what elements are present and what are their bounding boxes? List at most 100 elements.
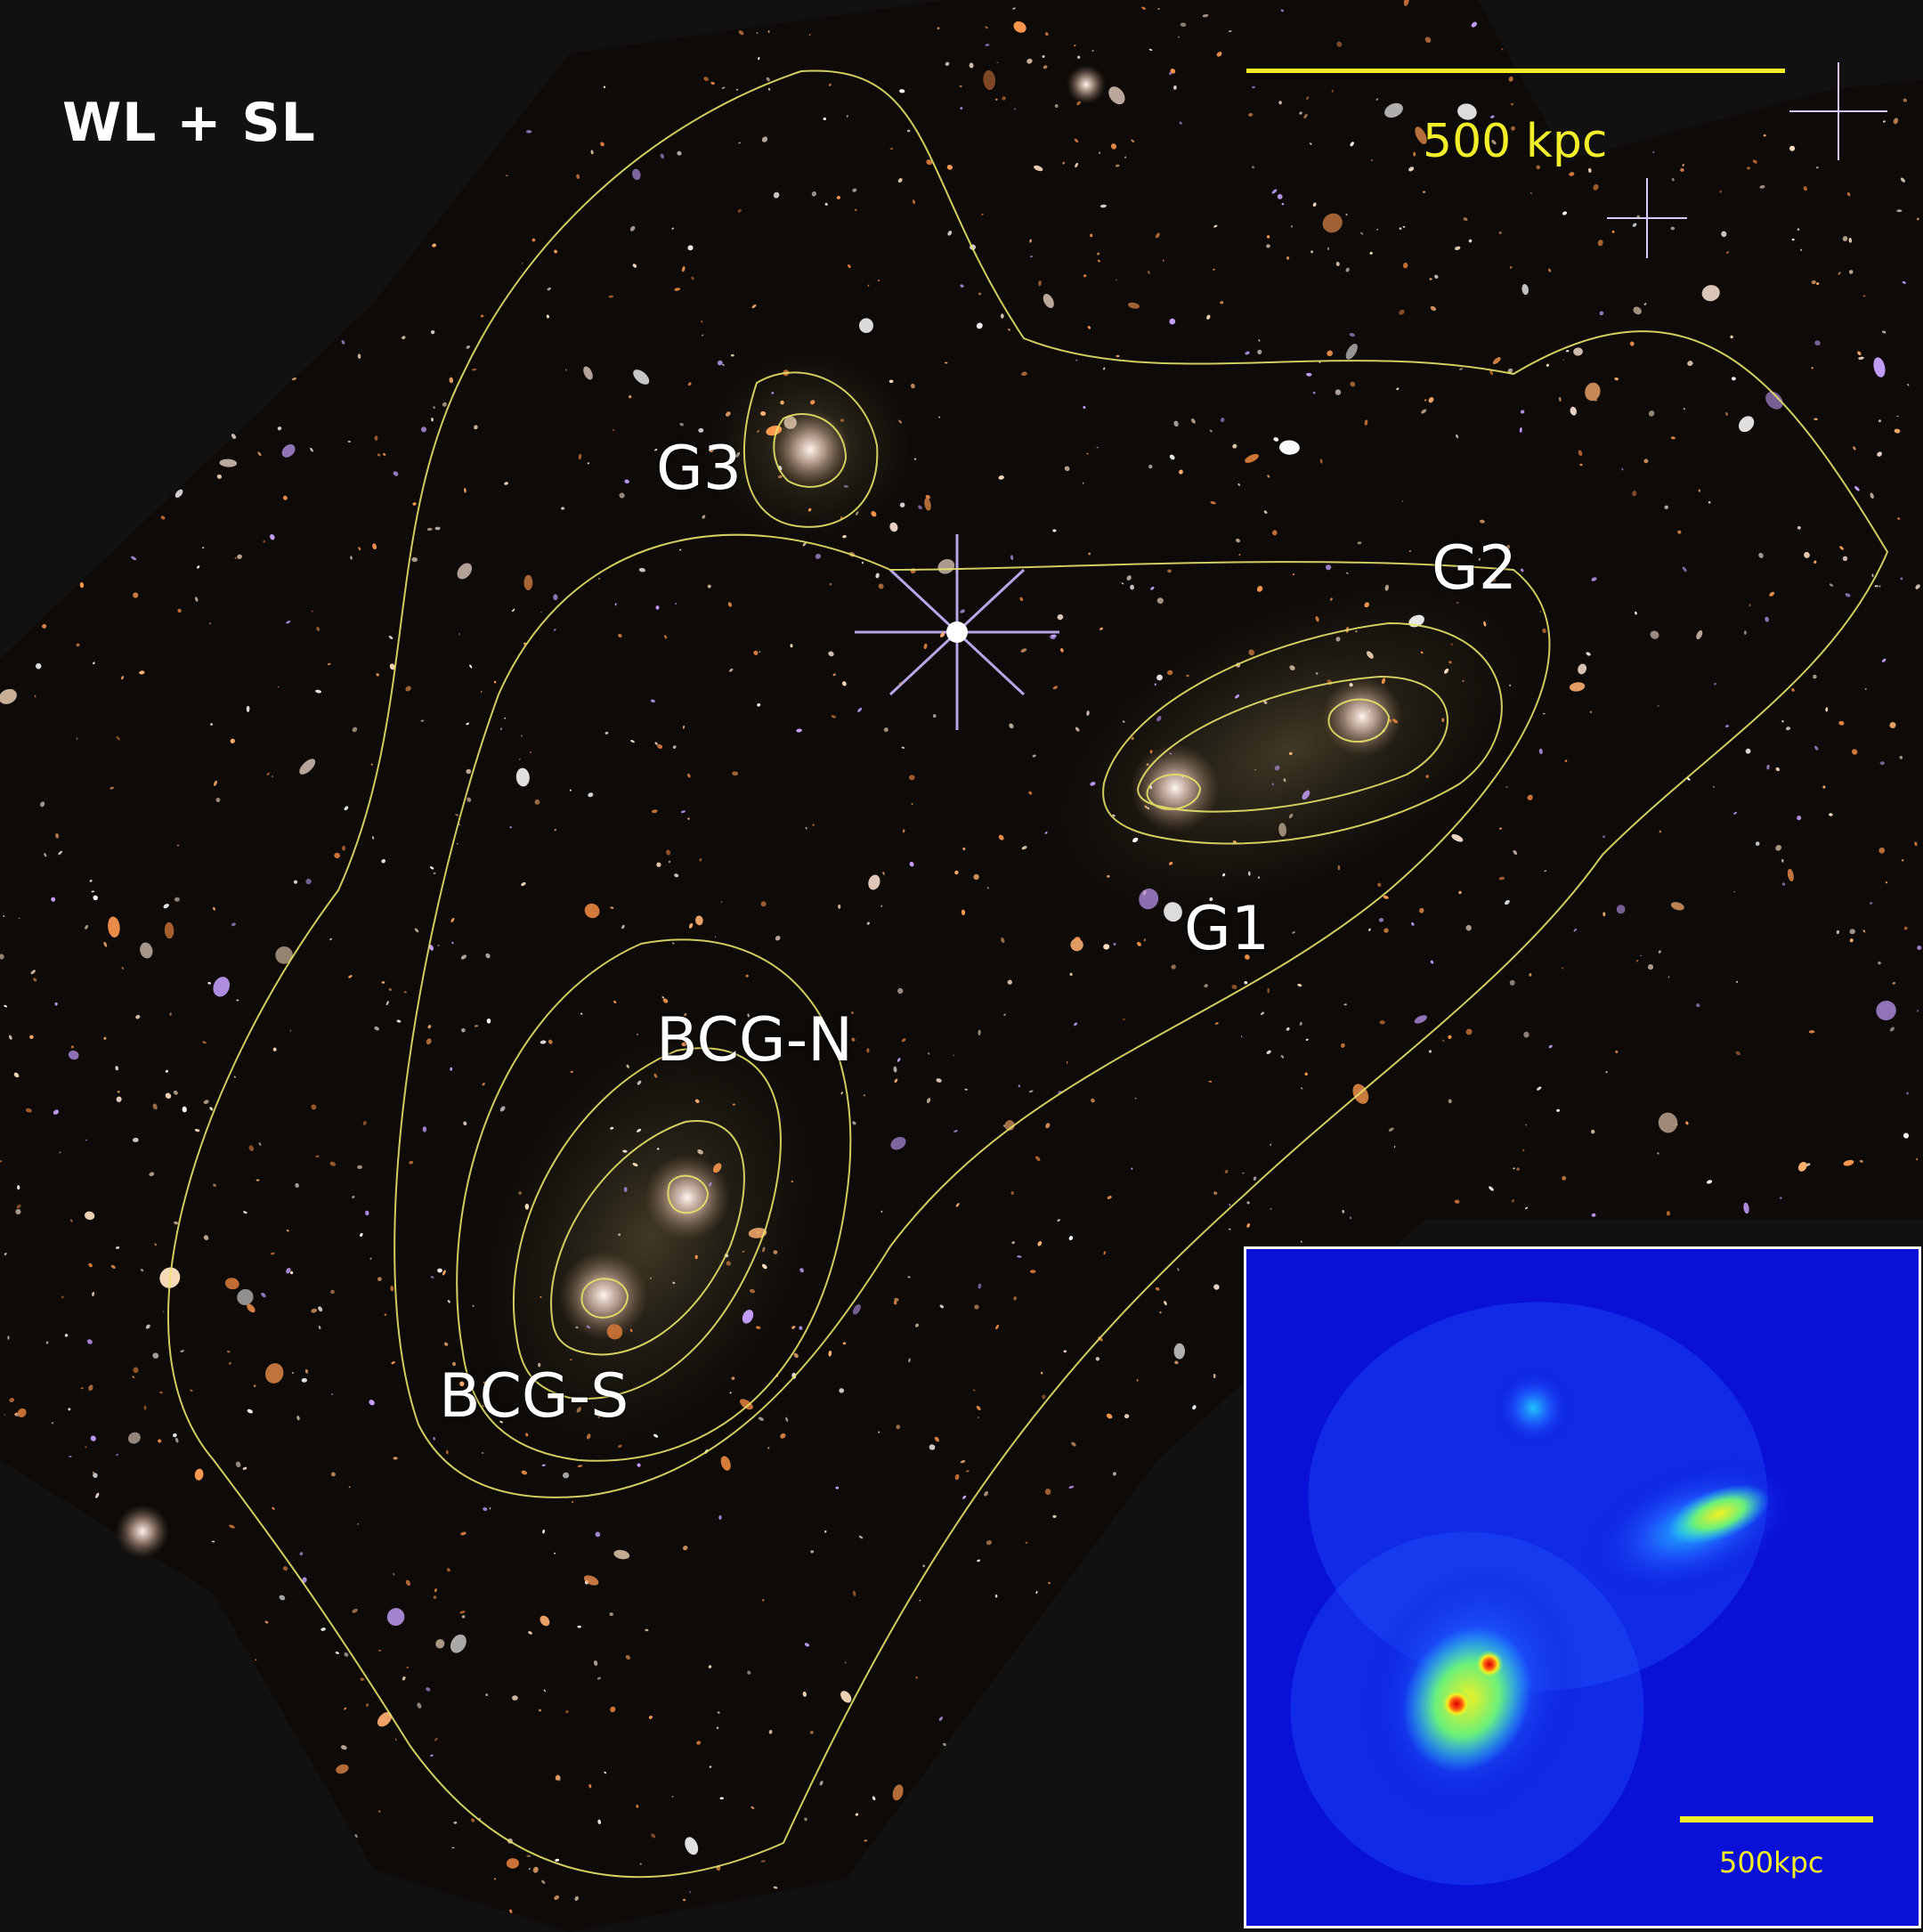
field-galaxy bbox=[1885, 881, 1888, 884]
field-galaxy bbox=[194, 1468, 204, 1481]
field-galaxy bbox=[1658, 950, 1661, 954]
field-galaxy bbox=[1789, 145, 1796, 151]
field-galaxy bbox=[296, 1415, 300, 1421]
field-galaxy bbox=[1368, 710, 1371, 712]
field-galaxy bbox=[1539, 611, 1542, 613]
field-galaxy bbox=[133, 592, 139, 598]
field-galaxy bbox=[1325, 564, 1332, 571]
field-galaxy bbox=[738, 142, 741, 144]
field-galaxy bbox=[1736, 980, 1739, 983]
field-galaxy bbox=[1266, 235, 1270, 239]
field-galaxy bbox=[1671, 178, 1675, 182]
field-galaxy bbox=[76, 737, 78, 740]
field-galaxy bbox=[791, 1326, 796, 1329]
field-galaxy bbox=[1450, 643, 1453, 645]
field-galaxy bbox=[1110, 143, 1117, 150]
field-galaxy bbox=[1392, 718, 1399, 724]
field-galaxy bbox=[1116, 279, 1117, 281]
field-galaxy bbox=[960, 284, 964, 288]
field-galaxy bbox=[1843, 1159, 1854, 1166]
field-galaxy bbox=[474, 425, 478, 430]
field-galaxy bbox=[574, 1895, 579, 1902]
field-galaxy bbox=[985, 26, 988, 29]
field-galaxy bbox=[666, 849, 671, 856]
field-galaxy bbox=[654, 742, 658, 745]
field-galaxy bbox=[1529, 192, 1532, 194]
field-galaxy bbox=[1246, 1201, 1250, 1205]
field-galaxy bbox=[610, 1126, 614, 1130]
field-galaxy bbox=[893, 1066, 897, 1073]
field-galaxy bbox=[329, 938, 332, 941]
field-galaxy bbox=[1643, 459, 1649, 464]
field-galaxy bbox=[261, 1292, 266, 1298]
field-galaxy bbox=[840, 1054, 844, 1059]
field-galaxy bbox=[1797, 525, 1801, 530]
contour-outer bbox=[167, 69, 1889, 1879]
field-galaxy bbox=[838, 904, 841, 909]
field-galaxy bbox=[327, 662, 331, 666]
field-galaxy bbox=[1007, 979, 1012, 985]
field-galaxy bbox=[1025, 1541, 1028, 1545]
field-galaxy bbox=[954, 1473, 960, 1481]
field-galaxy bbox=[1106, 1413, 1113, 1419]
field-galaxy bbox=[1083, 406, 1086, 410]
field-galaxy bbox=[757, 1230, 759, 1234]
field-galaxy bbox=[331, 1393, 333, 1396]
field-galaxy bbox=[1280, 1055, 1285, 1059]
field-galaxy bbox=[176, 844, 180, 847]
field-galaxy bbox=[1765, 616, 1769, 622]
field-galaxy bbox=[1791, 687, 1795, 692]
field-galaxy bbox=[807, 507, 812, 512]
field-galaxy bbox=[91, 890, 95, 893]
field-galaxy bbox=[1167, 569, 1172, 573]
field-galaxy bbox=[1070, 938, 1083, 952]
field-galaxy bbox=[1214, 1022, 1219, 1025]
field-galaxy bbox=[842, 681, 847, 686]
field-galaxy bbox=[953, 1054, 954, 1057]
field-galaxy bbox=[1420, 651, 1424, 654]
field-galaxy bbox=[1157, 8, 1160, 10]
field-galaxy bbox=[1647, 963, 1654, 970]
field-galaxy bbox=[1099, 204, 1107, 208]
field-galaxy bbox=[1643, 303, 1647, 305]
field-galaxy bbox=[264, 1363, 284, 1384]
field-galaxy bbox=[115, 1246, 120, 1249]
field-galaxy bbox=[1505, 899, 1510, 905]
field-galaxy bbox=[994, 1594, 998, 1598]
field-galaxy bbox=[583, 366, 593, 380]
field-galaxy bbox=[33, 978, 37, 982]
field-galaxy bbox=[1310, 250, 1313, 254]
field-galaxy bbox=[229, 1524, 235, 1529]
field-galaxy bbox=[1441, 718, 1445, 722]
field-galaxy bbox=[1012, 7, 1016, 10]
field-galaxy bbox=[708, 1665, 712, 1668]
field-galaxy bbox=[429, 945, 434, 951]
field-galaxy bbox=[1845, 593, 1851, 597]
field-galaxy bbox=[1421, 409, 1427, 414]
field-galaxy bbox=[668, 860, 671, 863]
field-galaxy bbox=[1881, 330, 1886, 334]
field-galaxy bbox=[437, 1268, 442, 1273]
field-galaxy bbox=[1901, 859, 1904, 862]
field-galaxy bbox=[1842, 236, 1848, 242]
field-galaxy bbox=[209, 1107, 214, 1111]
field-galaxy bbox=[846, 115, 848, 118]
field-galaxy bbox=[709, 1181, 712, 1187]
field-galaxy bbox=[461, 1027, 466, 1033]
field-galaxy bbox=[1090, 782, 1096, 786]
field-galaxy bbox=[1263, 510, 1268, 515]
field-galaxy bbox=[1271, 189, 1278, 194]
field-galaxy bbox=[691, 276, 694, 280]
field-galaxy bbox=[1614, 377, 1619, 381]
field-galaxy bbox=[1430, 305, 1437, 312]
field-galaxy bbox=[420, 719, 425, 722]
field-galaxy bbox=[1769, 591, 1775, 597]
field-galaxy bbox=[149, 1172, 155, 1177]
field-galaxy bbox=[1008, 328, 1010, 331]
field-galaxy bbox=[1871, 573, 1874, 578]
field-galaxy bbox=[430, 329, 435, 335]
field-galaxy bbox=[1780, 1197, 1782, 1199]
field-galaxy bbox=[224, 1278, 239, 1290]
field-galaxy bbox=[1267, 987, 1270, 994]
field-galaxy bbox=[293, 880, 298, 884]
